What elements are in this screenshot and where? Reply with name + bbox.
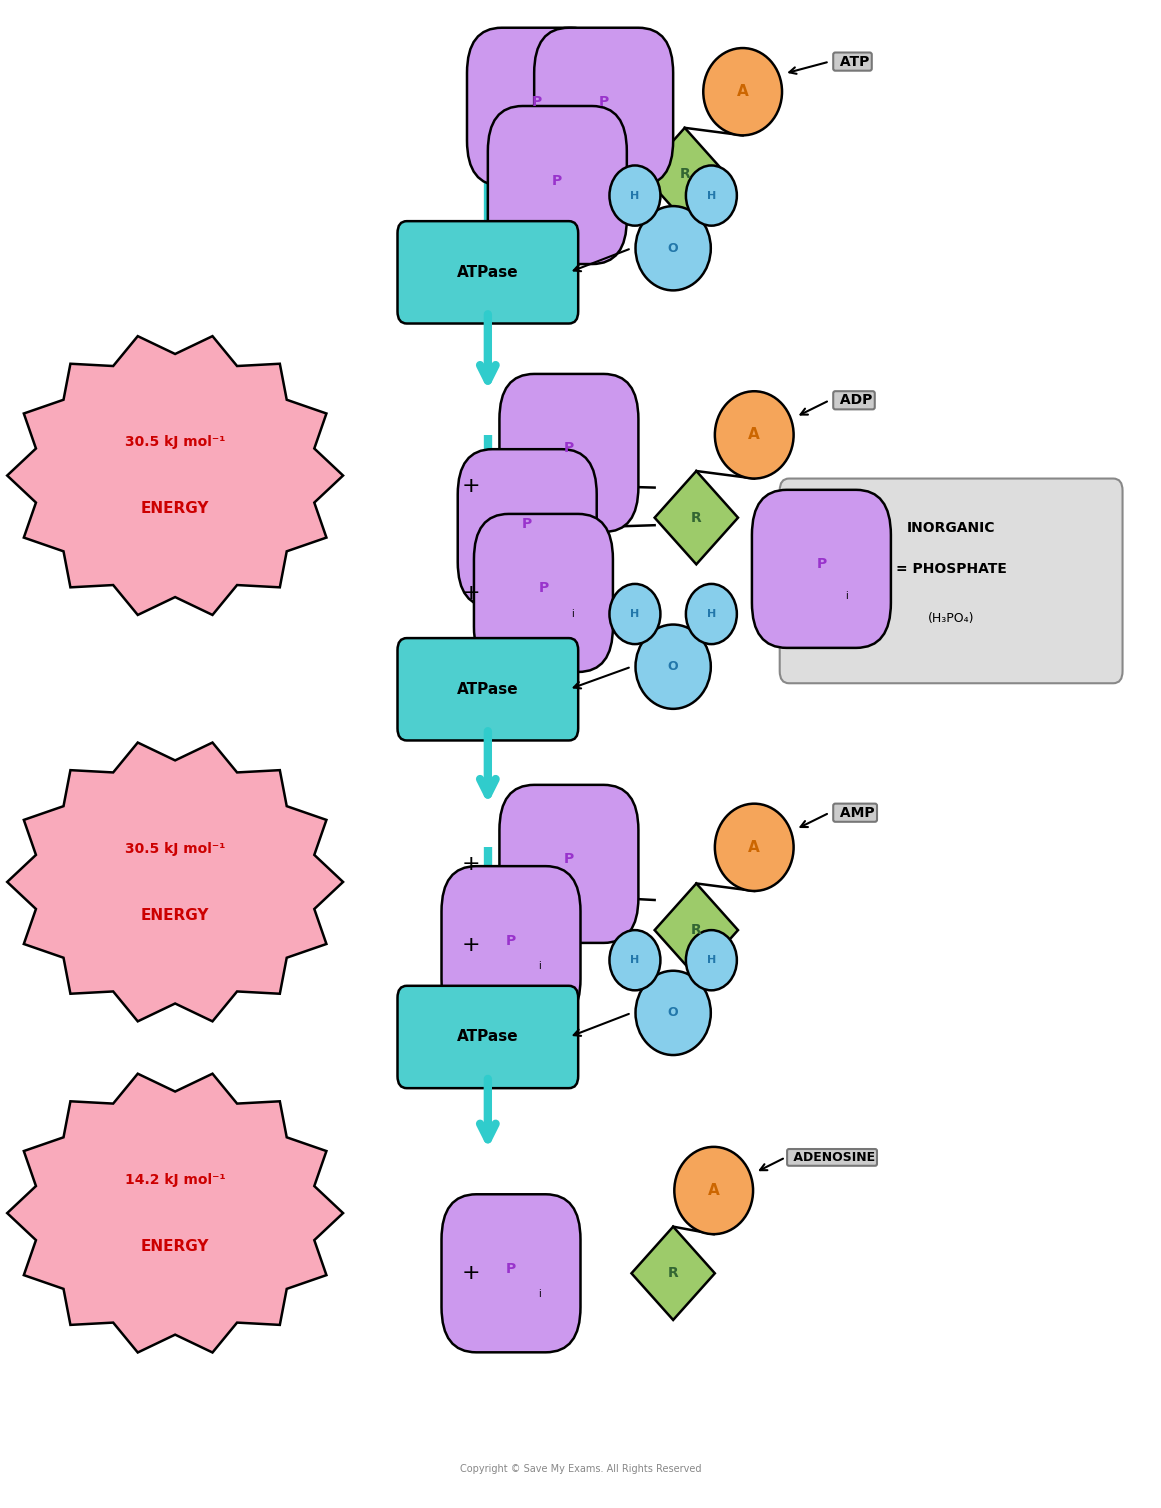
Text: i: i	[571, 609, 574, 618]
Text: ADENOSINE: ADENOSINE	[789, 1151, 875, 1164]
FancyBboxPatch shape	[397, 986, 578, 1089]
Ellipse shape	[610, 584, 661, 644]
Text: R: R	[668, 1267, 678, 1280]
Text: = PHOSPHATE: = PHOSPHATE	[895, 562, 1007, 576]
Polygon shape	[655, 470, 738, 564]
FancyBboxPatch shape	[780, 478, 1123, 683]
Text: P: P	[506, 933, 517, 947]
Text: Copyright © Save My Exams. All Rights Reserved: Copyright © Save My Exams. All Rights Re…	[460, 1464, 701, 1473]
FancyBboxPatch shape	[397, 638, 578, 740]
Text: ATPase: ATPase	[457, 265, 519, 280]
Text: 30.5 kJ mol⁻¹: 30.5 kJ mol⁻¹	[125, 841, 225, 857]
Text: (H₃PO₄): (H₃PO₄)	[928, 612, 974, 624]
Text: O: O	[668, 241, 678, 255]
Text: P: P	[564, 442, 574, 455]
Text: P: P	[506, 1262, 517, 1276]
Text: ADP: ADP	[835, 394, 873, 407]
Text: +: +	[461, 477, 479, 496]
Polygon shape	[655, 884, 738, 977]
FancyBboxPatch shape	[499, 374, 639, 532]
Ellipse shape	[686, 584, 737, 644]
Text: ATPase: ATPase	[457, 682, 519, 697]
Text: i: i	[539, 1289, 541, 1300]
Ellipse shape	[635, 624, 711, 709]
Text: H: H	[707, 955, 716, 965]
Text: O: O	[668, 1006, 678, 1019]
FancyBboxPatch shape	[441, 866, 580, 1024]
FancyBboxPatch shape	[474, 514, 613, 673]
Polygon shape	[632, 1226, 715, 1320]
Text: H: H	[707, 609, 716, 618]
Ellipse shape	[635, 207, 711, 291]
Ellipse shape	[635, 971, 711, 1056]
Text: A: A	[708, 1182, 720, 1197]
Text: R: R	[691, 923, 701, 936]
Text: P: P	[564, 852, 574, 867]
Text: +: +	[461, 935, 479, 955]
Polygon shape	[643, 128, 727, 222]
Text: A: A	[749, 840, 760, 855]
Text: 30.5 kJ mol⁻¹: 30.5 kJ mol⁻¹	[125, 436, 225, 449]
Text: R: R	[691, 511, 701, 525]
Ellipse shape	[610, 930, 661, 991]
FancyBboxPatch shape	[499, 784, 639, 942]
FancyBboxPatch shape	[397, 222, 578, 324]
Text: ATPase: ATPase	[457, 1030, 519, 1045]
Text: AMP: AMP	[835, 805, 875, 820]
Text: +: +	[461, 584, 479, 603]
Text: +: +	[461, 854, 479, 873]
Text: 14.2 kJ mol⁻¹: 14.2 kJ mol⁻¹	[125, 1173, 225, 1187]
FancyBboxPatch shape	[752, 490, 890, 648]
Text: H: H	[630, 609, 640, 618]
Text: A: A	[737, 84, 749, 100]
Text: P: P	[816, 558, 827, 572]
Text: ENERGY: ENERGY	[140, 501, 209, 516]
Text: ENERGY: ENERGY	[140, 1238, 209, 1253]
Text: H: H	[630, 190, 640, 201]
Polygon shape	[7, 742, 342, 1021]
FancyBboxPatch shape	[467, 27, 606, 185]
FancyBboxPatch shape	[534, 27, 673, 185]
Ellipse shape	[675, 1148, 753, 1234]
Text: P: P	[539, 582, 548, 596]
Text: P: P	[532, 95, 542, 109]
Text: H: H	[630, 955, 640, 965]
Ellipse shape	[610, 166, 661, 226]
Polygon shape	[7, 1074, 342, 1353]
Text: O: O	[668, 661, 678, 673]
Text: +: +	[461, 1264, 479, 1283]
Ellipse shape	[686, 930, 737, 991]
Text: ENERGY: ENERGY	[140, 908, 209, 923]
Ellipse shape	[715, 391, 794, 478]
Text: P: P	[599, 95, 608, 109]
Text: i: i	[845, 591, 849, 602]
Ellipse shape	[715, 804, 794, 891]
Text: P: P	[553, 173, 562, 187]
Ellipse shape	[704, 48, 783, 136]
Text: ATP: ATP	[835, 54, 870, 68]
Text: H: H	[707, 190, 716, 201]
Polygon shape	[7, 336, 342, 615]
FancyBboxPatch shape	[441, 1194, 580, 1353]
FancyBboxPatch shape	[457, 449, 597, 608]
Text: INORGANIC: INORGANIC	[907, 522, 995, 535]
Text: A: A	[749, 427, 760, 442]
FancyBboxPatch shape	[488, 106, 627, 264]
Ellipse shape	[686, 166, 737, 226]
Text: P: P	[522, 517, 533, 531]
Text: i: i	[539, 961, 541, 971]
Text: R: R	[679, 167, 690, 181]
